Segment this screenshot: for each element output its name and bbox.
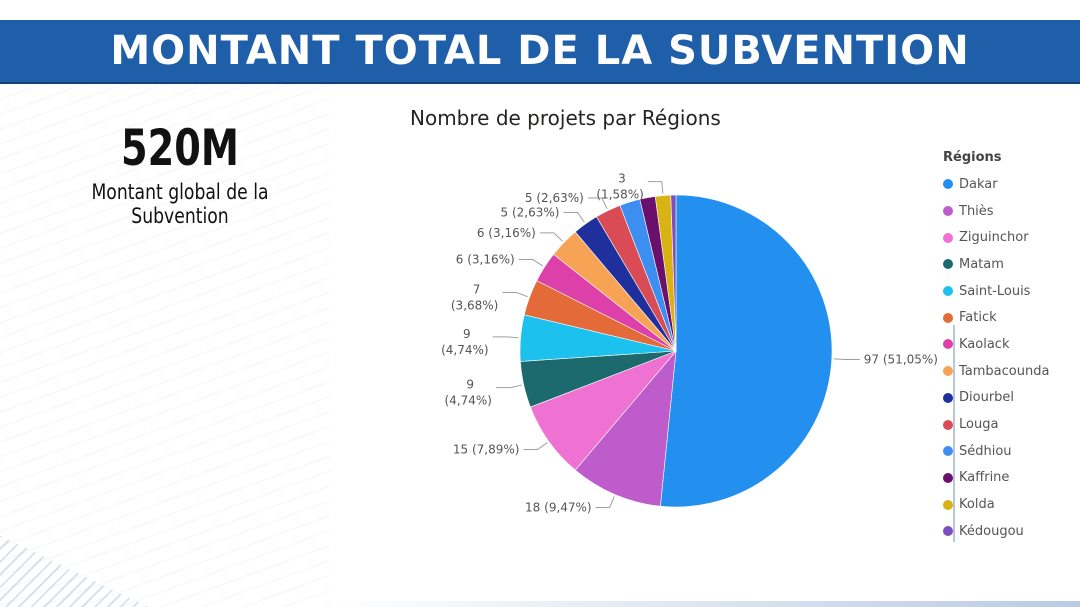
data-label-kolda-percent: (1,58%) bbox=[596, 188, 643, 202]
leader-line-thies bbox=[595, 496, 615, 509]
legend-marker bbox=[943, 446, 953, 457]
legend-item-diourbel[interactable]: Diourbel bbox=[943, 385, 1063, 412]
pie-slice-thies[interactable] bbox=[574, 350, 677, 507]
legend-marker bbox=[943, 499, 953, 510]
data-label-diourbel: 5 (2,63%) bbox=[501, 205, 560, 219]
data-label-dakar: 97 (51,05%) bbox=[864, 353, 938, 367]
leader-line-louga bbox=[587, 197, 608, 210]
legend-label: Kédougou bbox=[959, 523, 1024, 539]
bottom-decoration bbox=[330, 601, 1080, 607]
legend-label: Dakar bbox=[959, 176, 998, 192]
legend-label: Thiès bbox=[959, 203, 994, 219]
pie-slice-kedougou[interactable] bbox=[670, 194, 677, 352]
banner-title: MONTANT TOTAL DE LA SUBVENTION bbox=[110, 28, 970, 74]
leader-line-tambacounda bbox=[539, 232, 563, 242]
legend-item-dakar[interactable]: Dakar bbox=[943, 171, 1063, 198]
legend-item-fatick[interactable]: Fatick bbox=[943, 304, 1063, 331]
title-banner: MONTANT TOTAL DE LA SUBVENTION bbox=[0, 20, 1080, 84]
legend-label: Ziguinchor bbox=[959, 230, 1029, 246]
kpi-value: 520M bbox=[121, 119, 239, 177]
legend-item-kolda[interactable]: Kolda bbox=[943, 491, 1063, 518]
chart-legend: Régions Dakar Thiès Ziguinchor Matam Saint-L… bbox=[943, 150, 1063, 545]
leader-line-ziguinchor bbox=[523, 442, 548, 451]
legend-item-thies[interactable]: Thiès bbox=[943, 198, 1063, 225]
legend-marker bbox=[943, 339, 953, 350]
data-label-tambacounda: 6 (3,16%) bbox=[477, 226, 536, 240]
data-label-thies: 18 (9,47%) bbox=[525, 501, 592, 515]
legend-marker bbox=[943, 312, 953, 323]
legend-item-sedhiou[interactable]: Sédhiou bbox=[943, 438, 1063, 465]
data-label-matam-percent: (4,74%) bbox=[445, 394, 492, 408]
legend-label: Tambacounda bbox=[959, 363, 1050, 379]
leader-line-kaolack bbox=[518, 259, 544, 267]
pie-slice-dakar[interactable] bbox=[660, 194, 833, 508]
legend-item-kaffrine[interactable]: Kaffrine bbox=[943, 465, 1063, 492]
leader-line-saint-louis bbox=[492, 336, 519, 339]
legend-title: Régions bbox=[943, 150, 1002, 165]
legend-item-saint-louis[interactable]: Saint-Louis bbox=[943, 278, 1063, 305]
legend-marker bbox=[943, 472, 953, 483]
legend-marker bbox=[943, 366, 953, 377]
legend-item-louga[interactable]: Louga bbox=[943, 411, 1063, 438]
legend-marker bbox=[943, 286, 953, 297]
legend-marker bbox=[943, 259, 953, 270]
leader-line-kolda bbox=[647, 181, 664, 194]
leader-line-fatick bbox=[502, 292, 528, 298]
legend-scrollbar[interactable] bbox=[953, 325, 955, 542]
legend-item-kedougou[interactable]: Kédougou bbox=[943, 518, 1063, 545]
legend-label: Matam bbox=[959, 256, 1004, 272]
data-label-ziguinchor: 15 (7,89%) bbox=[453, 443, 520, 457]
legend-item-ziguinchor[interactable]: Ziguinchor bbox=[943, 224, 1063, 251]
legend-marker bbox=[943, 392, 953, 403]
legend-item-tambacounda[interactable]: Tambacounda bbox=[943, 358, 1063, 385]
kpi-label: Montant global de la Subvention bbox=[91, 180, 269, 228]
leader-line-diourbel bbox=[563, 211, 585, 223]
legend-label: Kolda bbox=[959, 497, 995, 513]
legend-marker bbox=[943, 206, 953, 217]
legend-label: Louga bbox=[959, 417, 999, 433]
legend-marker bbox=[943, 232, 953, 243]
leader-line-dakar bbox=[833, 358, 860, 361]
data-label-louga: 5 (2,63%) bbox=[525, 191, 584, 205]
legend-marker bbox=[943, 526, 953, 537]
data-label-fatick-percent: (3,68%) bbox=[451, 299, 498, 313]
legend-item-matam[interactable]: Matam bbox=[943, 251, 1063, 278]
legend-label: Diourbel bbox=[959, 390, 1015, 406]
data-label-saint-louis-value: 9 bbox=[463, 327, 471, 341]
legend-label: Saint-Louis bbox=[959, 283, 1031, 299]
legend-label: Sédhiou bbox=[959, 443, 1012, 459]
legend-label: Fatick bbox=[959, 310, 997, 326]
leader-line-matam bbox=[495, 384, 522, 389]
data-label-kolda-value: 3 bbox=[618, 172, 626, 186]
data-label-matam-value: 9 bbox=[466, 378, 474, 392]
data-label-fatick-value: 7 bbox=[473, 283, 481, 297]
chart-title: Nombre de projets par Régions bbox=[410, 106, 721, 130]
data-label-saint-louis-percent: (4,74%) bbox=[441, 343, 488, 357]
background-decoration bbox=[0, 84, 330, 607]
legend-marker bbox=[943, 419, 953, 430]
kpi-card: 520M Montant global de la Subvention bbox=[20, 118, 340, 228]
legend-label: Kaffrine bbox=[959, 470, 1010, 486]
legend-marker bbox=[943, 179, 953, 190]
legend-label: Kaolack bbox=[959, 336, 1010, 352]
legend-item-kaolack[interactable]: Kaolack bbox=[943, 331, 1063, 358]
data-label-kaolack: 6 (3,16%) bbox=[456, 253, 515, 267]
